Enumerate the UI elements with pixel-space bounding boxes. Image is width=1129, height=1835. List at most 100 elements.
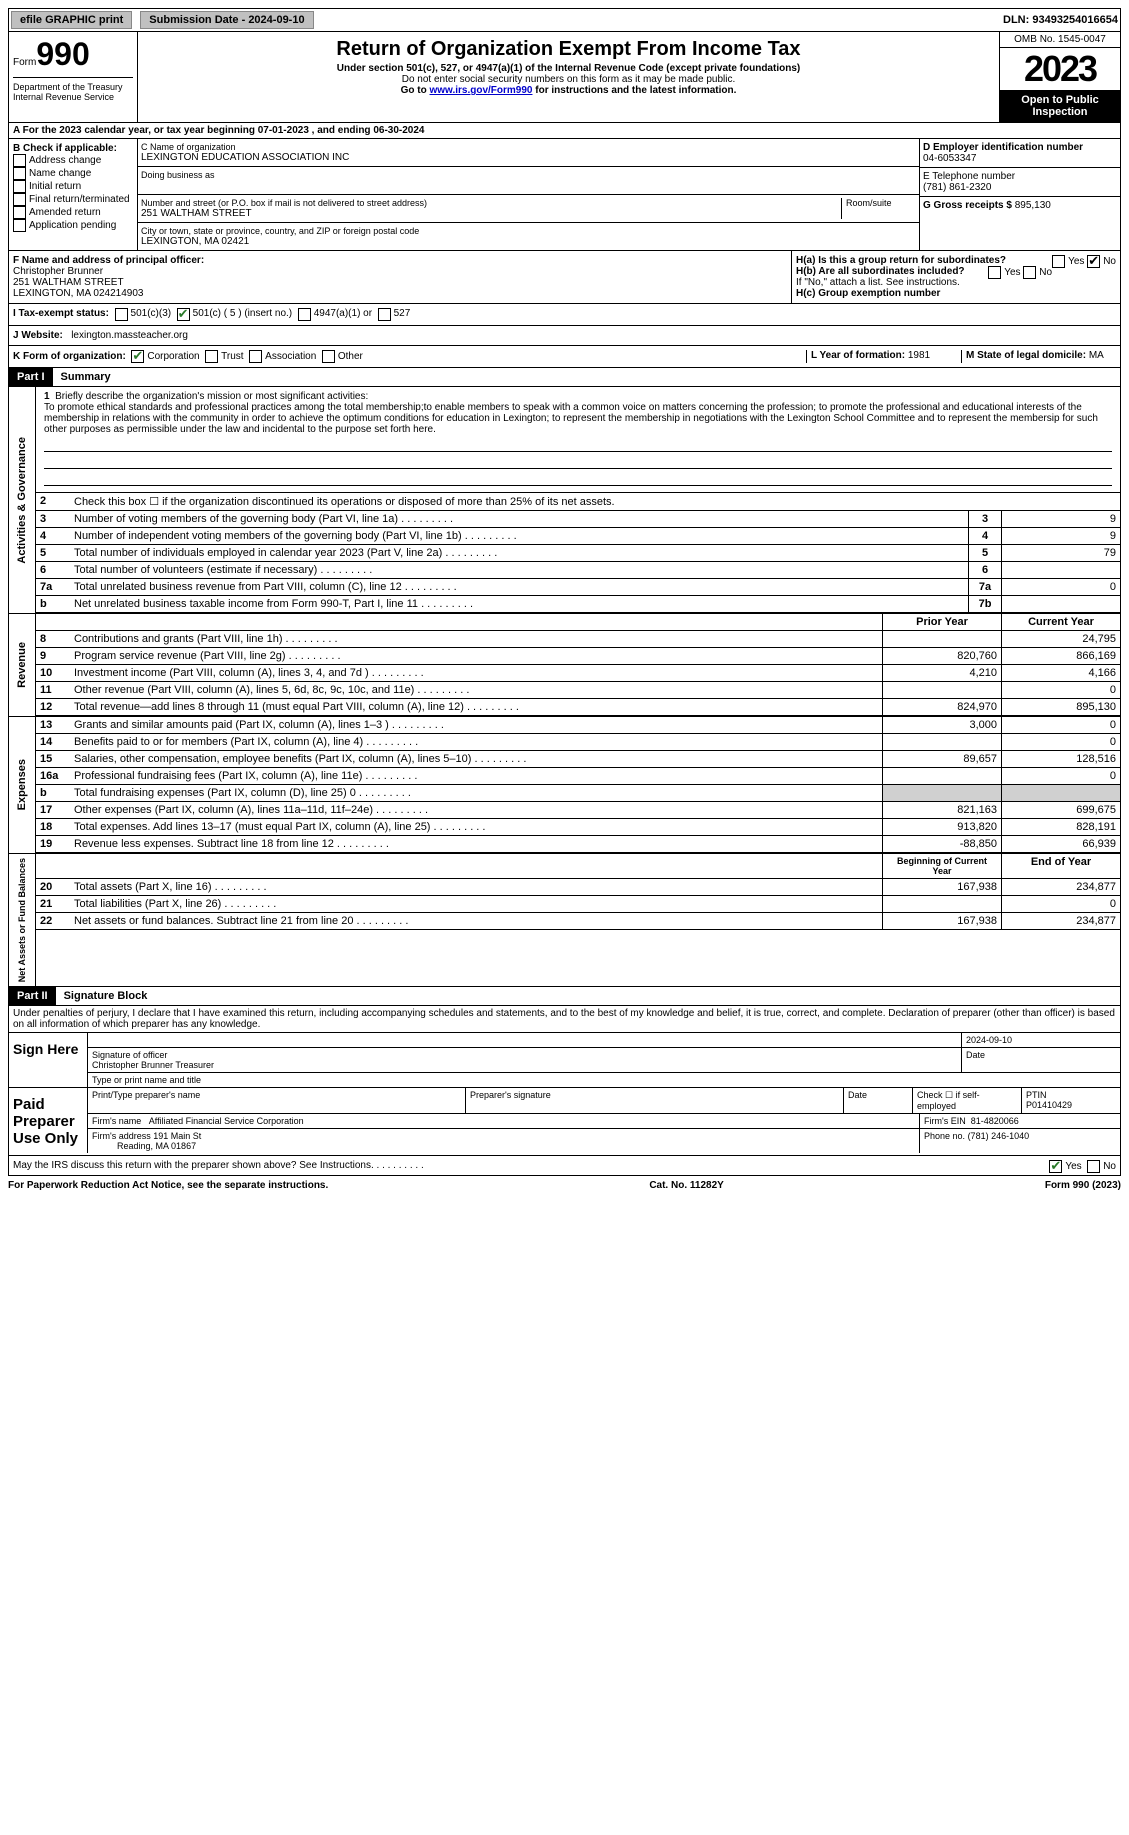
cb-hb-no[interactable]	[1023, 266, 1036, 279]
summary-line: 18Total expenses. Add lines 13–17 (must …	[36, 819, 1120, 836]
f-label: F Name and address of principal officer:	[13, 255, 787, 266]
end-year-head: End of Year	[1001, 854, 1120, 878]
irs-discuss-row: May the IRS discuss this return with the…	[8, 1156, 1121, 1176]
cb-501c[interactable]	[177, 308, 190, 321]
cb-ha-no[interactable]	[1087, 255, 1100, 268]
cb-501c3[interactable]	[115, 308, 128, 321]
tax-status-row: I Tax-exempt status: 501(c)(3) 501(c) ( …	[8, 304, 1121, 326]
b-opt-2: Initial return	[29, 181, 81, 192]
summary-line: 13Grants and similar amounts paid (Part …	[36, 717, 1120, 734]
firm-ein-label: Firm's EIN	[924, 1116, 966, 1126]
goto-label: Go to	[401, 85, 427, 96]
summary-line: 7aTotal unrelated business revenue from …	[36, 579, 1120, 596]
part1-header: Part I Summary	[8, 368, 1121, 387]
cb-527[interactable]	[378, 308, 391, 321]
prep-phone: (781) 246-1040	[968, 1131, 1030, 1141]
ha-label: H(a) Is this a group return for subordin…	[796, 255, 1006, 266]
form-ref: Form 990 (2023)	[1045, 1180, 1121, 1191]
b-opt-0: Address change	[29, 155, 101, 166]
cb-amended[interactable]	[13, 206, 26, 219]
prep-sig-label: Preparer's signature	[465, 1088, 843, 1114]
cb-address[interactable]	[13, 154, 26, 167]
cat-no: Cat. No. 11282Y	[649, 1180, 723, 1191]
paid-preparer-section: Paid Preparer Use Only Print/Type prepar…	[8, 1088, 1121, 1156]
k-label: K Form of organization:	[13, 351, 126, 362]
irs-discuss: May the IRS discuss this return with the…	[13, 1160, 374, 1171]
k-corp: Corporation	[147, 351, 199, 362]
paid-preparer-label: Paid Preparer Use Only	[9, 1088, 87, 1155]
revenue-section: Revenue Prior Year Current Year 8Contrib…	[8, 614, 1121, 717]
efile-button[interactable]: efile GRAPHIC print	[11, 11, 132, 29]
i-c3: 501(c)(3)	[131, 308, 172, 321]
firm-addr2: Reading, MA 01867	[117, 1141, 196, 1151]
cb-trust[interactable]	[205, 350, 218, 363]
k-row: K Form of organization: Corporation Trus…	[8, 346, 1121, 368]
summary-line: 15Salaries, other compensation, employee…	[36, 751, 1120, 768]
entity-section: B Check if applicable: Address change Na…	[8, 139, 1121, 251]
c-name-label: C Name of organization	[141, 142, 916, 152]
summary-line: 17Other expenses (Part IX, column (A), l…	[36, 802, 1120, 819]
cb-hb-yes[interactable]	[988, 266, 1001, 279]
summary-line: 9Program service revenue (Part VIII, lin…	[36, 648, 1120, 665]
officer-section: F Name and address of principal officer:…	[8, 251, 1121, 304]
k-other: Other	[338, 351, 363, 362]
summary-line: 3Number of voting members of the governi…	[36, 511, 1120, 528]
mission-text: To promote ethical standards and profess…	[44, 402, 1098, 435]
gross-receipts: 895,130	[1015, 200, 1051, 211]
website-row: J Website: lexington.massteacher.org	[8, 326, 1121, 346]
summary-line: 4Number of independent voting members of…	[36, 528, 1120, 545]
activities-governance: Activities & Governance 1 Briefly descri…	[8, 387, 1121, 614]
na-label: Net Assets or Fund Balances	[15, 854, 29, 986]
i-label: I Tax-exempt status:	[13, 308, 109, 321]
date-label: Date	[961, 1048, 1120, 1073]
dba-label: Doing business as	[141, 170, 916, 180]
firm-addr-label: Firm's address	[92, 1131, 151, 1141]
i-a1: 4947(a)(1) or	[314, 308, 372, 321]
b-opt-3: Final return/terminated	[29, 194, 130, 205]
ssn-warning: Do not enter social security numbers on …	[142, 74, 995, 85]
part2-label: Part II	[9, 987, 56, 1005]
current-year-head: Current Year	[1001, 614, 1120, 630]
cb-assoc[interactable]	[249, 350, 262, 363]
hb-label: H(b) Are all subordinates included?	[796, 266, 965, 277]
sign-date: 2024-09-10	[961, 1033, 1120, 1048]
phone: (781) 861-2320	[923, 182, 1117, 193]
cb-ha-yes[interactable]	[1052, 255, 1065, 268]
form-subtitle: Under section 501(c), 527, or 4947(a)(1)…	[142, 63, 995, 74]
form990-link[interactable]: www.irs.gov/Form990	[429, 85, 532, 96]
j-label: J Website:	[13, 330, 63, 341]
perjury-statement: Under penalties of perjury, I declare th…	[8, 1006, 1121, 1033]
cb-pending[interactable]	[13, 219, 26, 232]
website[interactable]: lexington.massteacher.org	[71, 330, 188, 341]
open-public: Open to Public Inspection	[1000, 90, 1120, 122]
prior-year-head: Prior Year	[882, 614, 1001, 630]
cb-other[interactable]	[322, 350, 335, 363]
cb-4947[interactable]	[298, 308, 311, 321]
hc-label: H(c) Group exemption number	[796, 288, 940, 299]
sig-officer-label: Signature of officer	[92, 1050, 167, 1060]
i-527: 527	[394, 308, 411, 321]
summary-line: bNet unrelated business taxable income f…	[36, 596, 1120, 613]
cb-initial[interactable]	[13, 180, 26, 193]
footer: For Paperwork Reduction Act Notice, see …	[8, 1176, 1121, 1191]
cb-corp[interactable]	[131, 350, 144, 363]
net-assets-section: Net Assets or Fund Balances Beginning of…	[8, 854, 1121, 987]
officer-city: LEXINGTON, MA 024214903	[13, 288, 787, 299]
firm-name-label: Firm's name	[92, 1116, 141, 1126]
org-name: LEXINGTON EDUCATION ASSOCIATION INC	[141, 152, 916, 163]
cb-discuss-yes[interactable]	[1049, 1160, 1062, 1173]
summary-line: 5Total number of individuals employed in…	[36, 545, 1120, 562]
street: 251 WALTHAM STREET	[141, 208, 841, 219]
cb-name[interactable]	[13, 167, 26, 180]
d-label: D Employer identification number	[923, 142, 1117, 153]
cb-final[interactable]	[13, 193, 26, 206]
top-bar: efile GRAPHIC print Submission Date - 20…	[8, 8, 1121, 32]
b-opt-1: Name change	[29, 168, 91, 179]
officer-sig-name: Christopher Brunner Treasurer	[92, 1060, 214, 1070]
cb-discuss-no[interactable]	[1087, 1160, 1100, 1173]
year-formation: 1981	[908, 350, 930, 361]
dln: DLN: 93493254016654	[1003, 14, 1118, 26]
goto-tail: for instructions and the latest informat…	[535, 85, 736, 96]
ha-yes: Yes	[1068, 256, 1084, 267]
officer-name: Christopher Brunner	[13, 266, 787, 277]
